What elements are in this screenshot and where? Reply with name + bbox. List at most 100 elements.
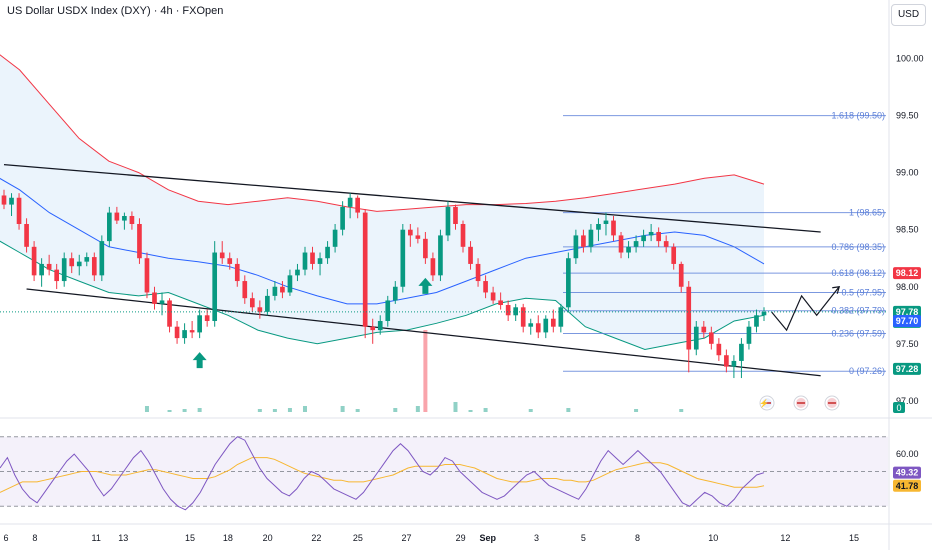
candle	[174, 320, 180, 344]
candle	[31, 241, 37, 282]
price-badge: 97.70	[893, 314, 921, 327]
volume-layer	[144, 330, 684, 412]
candle	[46, 254, 52, 276]
candle-body	[483, 281, 488, 293]
candle-body	[212, 252, 218, 321]
x-tick-label: 25	[353, 533, 363, 543]
candle	[182, 323, 187, 344]
candle	[693, 320, 699, 356]
fib-level-label: 0.382 (97.79)	[831, 306, 885, 316]
x-tick-label: 8	[635, 533, 640, 543]
candle	[528, 318, 534, 335]
candle-body	[475, 263, 481, 282]
volume-badge: 0	[893, 402, 905, 413]
candle	[716, 338, 722, 361]
candle	[513, 303, 519, 321]
candle-body	[415, 235, 421, 239]
candle	[641, 229, 646, 247]
candle-body	[144, 258, 150, 293]
rsi-line	[0, 436, 765, 511]
volume-bar	[634, 409, 639, 412]
candle-body	[513, 307, 519, 316]
candle	[490, 286, 496, 304]
candle-body	[1, 195, 7, 205]
x-tick-label: 13	[118, 533, 128, 543]
x-tick-label: 15	[185, 533, 195, 543]
candle-body	[265, 295, 270, 312]
x-tick-label: 11	[92, 533, 101, 543]
candle	[167, 298, 172, 333]
candle	[340, 201, 345, 236]
candle	[520, 303, 526, 333]
candle-body	[453, 206, 458, 224]
candle	[76, 254, 82, 276]
lightning-icon: ⚡	[759, 398, 769, 408]
volume-bar	[528, 409, 533, 412]
candle	[317, 252, 323, 276]
projection-arrowhead-icon	[832, 286, 841, 294]
candle-body	[219, 252, 225, 259]
candle	[678, 261, 684, 293]
candle-body	[317, 258, 323, 264]
candle-body	[671, 246, 677, 264]
candle-body	[137, 223, 142, 259]
candle-body	[295, 269, 300, 276]
candle-body	[189, 330, 195, 333]
rsi-ma-line	[0, 457, 765, 493]
candle-body	[46, 263, 52, 270]
y-tick-label: 98.50	[896, 225, 919, 235]
candle	[754, 309, 759, 333]
candle-body	[114, 212, 120, 221]
volume-bar	[340, 406, 345, 412]
chart-title: US Dollar USDX Index (DXY) · 4h · FXOpen	[7, 5, 224, 17]
candle-body	[611, 220, 616, 236]
candle-body	[498, 300, 503, 306]
candle-body	[325, 246, 330, 259]
candle-body	[708, 332, 714, 344]
candle-body	[159, 300, 165, 304]
candle-body	[716, 343, 722, 356]
candle	[603, 212, 609, 236]
annotation-layer: ⚡	[0, 277, 888, 411]
candle-body	[618, 235, 624, 253]
candle	[99, 235, 105, 282]
candle-body	[377, 320, 383, 331]
volume-bar	[144, 406, 149, 412]
candle-body	[656, 231, 661, 242]
currency-selector[interactable]: USD	[891, 4, 926, 26]
candle-body	[438, 235, 443, 276]
price-badge-value: 97.70	[896, 316, 919, 326]
candle	[257, 300, 263, 319]
candle	[626, 241, 631, 259]
candle-body	[566, 258, 571, 308]
candle	[287, 269, 293, 296]
candle-body	[310, 252, 315, 264]
candle	[122, 212, 127, 230]
candle	[663, 235, 669, 253]
candle	[114, 206, 120, 224]
fibonacci-layer: 1.618 (99.50) 1 (98.65) 0.786 (98.35) 0.618…	[563, 111, 886, 376]
candle	[588, 223, 594, 253]
candle-body	[648, 231, 654, 236]
price-badge-value: 98.12	[896, 268, 919, 278]
candle-body	[24, 223, 29, 247]
volume-bar	[197, 408, 202, 412]
candle-body	[641, 235, 646, 242]
candle-body	[490, 292, 496, 301]
rsi-value-badge: 41.78	[893, 479, 921, 492]
candle-body	[739, 343, 744, 361]
fib-level-label: 0.5 (97.95)	[841, 287, 885, 297]
economic-event-icon	[759, 395, 775, 411]
candle-body	[693, 326, 699, 350]
candle-body	[400, 229, 406, 287]
fib-level-label: 1 (98.65)	[849, 208, 885, 218]
candle	[724, 349, 729, 373]
candle-body	[528, 323, 534, 327]
candle	[370, 318, 376, 344]
candle	[272, 281, 278, 301]
candle	[107, 206, 112, 247]
candle-body	[663, 241, 669, 247]
candles-layer	[1, 189, 767, 379]
candle-body	[701, 326, 707, 333]
